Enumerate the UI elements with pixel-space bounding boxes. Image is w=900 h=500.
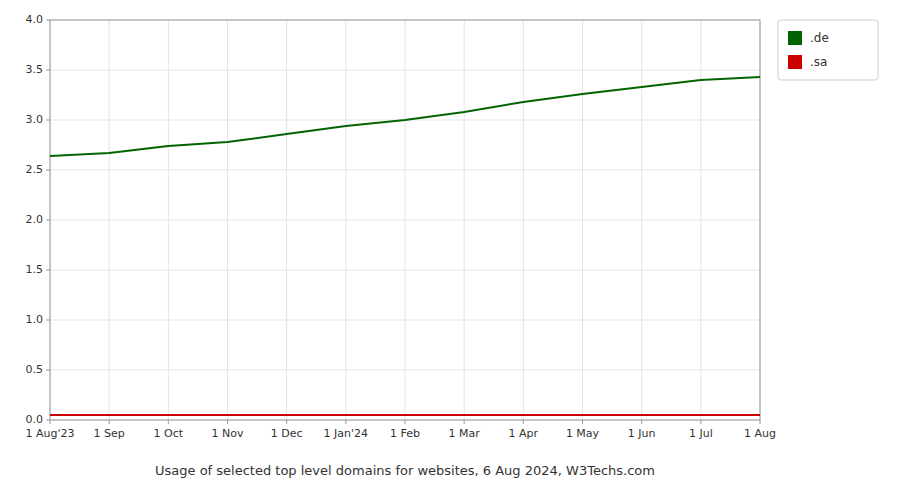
x-grid-line xyxy=(109,20,110,420)
x-tick-label: 1 Dec xyxy=(271,427,303,440)
legend-label: .de xyxy=(810,31,829,45)
x-tick xyxy=(286,420,287,424)
y-tick xyxy=(46,270,50,271)
y-tick xyxy=(46,120,50,121)
legend-label: .sa xyxy=(810,55,827,69)
chart-container: 0.0 0.5 1.0 1.5 2.0 2.5 3.0 3.5 4.0 1 Aug'23 1 Sep… xyxy=(0,0,900,500)
x-tick xyxy=(345,420,346,424)
x-tick xyxy=(641,420,642,424)
y-tick-label: 2.0 xyxy=(26,213,44,226)
y-tick-label: 3.0 xyxy=(26,113,44,126)
legend-swatch xyxy=(788,31,802,45)
x-tick-label: 1 Nov xyxy=(212,427,244,440)
chart-title: Usage of selected top level domains for … xyxy=(155,463,655,478)
x-tick xyxy=(582,420,583,424)
grid xyxy=(50,20,760,420)
x-tick xyxy=(168,420,169,424)
legend: .de .sa xyxy=(778,20,878,80)
y-tick-label: 2.5 xyxy=(26,163,44,176)
y-tick-label: 0.5 xyxy=(26,363,44,376)
x-tick-label: 1 Feb xyxy=(390,427,420,440)
y-tick-label: 0.0 xyxy=(26,413,44,426)
series-line xyxy=(50,414,760,416)
y-tick xyxy=(46,370,50,371)
x-tick-label: 1 Oct xyxy=(154,427,184,440)
x-grid-line xyxy=(641,20,642,420)
legend-box xyxy=(778,20,878,80)
x-axis: 1 Aug'23 1 Sep 1 Oct 1 Nov 1 Dec 1 Jan'24 1 Fe… xyxy=(26,420,776,440)
x-tick xyxy=(464,420,465,424)
y-tick-label: 1.0 xyxy=(26,313,44,326)
y-tick xyxy=(46,320,50,321)
x-tick-label: 1 Mar xyxy=(449,427,481,440)
y-tick xyxy=(46,220,50,221)
x-tick-label: 1 Jul xyxy=(689,427,713,440)
x-tick-label: 1 May xyxy=(566,427,600,440)
legend-swatch xyxy=(788,55,802,69)
x-tick-label: 1 Jan'24 xyxy=(324,427,368,440)
x-tick xyxy=(523,420,524,424)
x-grid-line xyxy=(168,20,169,420)
plot-frame xyxy=(50,20,760,420)
y-tick xyxy=(46,70,50,71)
y-tick xyxy=(46,420,50,421)
x-tick xyxy=(50,420,51,424)
y-axis: 0.0 0.5 1.0 1.5 2.0 2.5 3.0 3.5 4.0 xyxy=(26,13,51,426)
x-tick xyxy=(227,420,228,424)
x-tick-label: 1 Jun xyxy=(628,427,656,440)
x-tick-label: 1 Sep xyxy=(94,427,125,440)
x-tick-label: 1 Apr xyxy=(509,427,539,440)
chart-svg: 0.0 0.5 1.0 1.5 2.0 2.5 3.0 3.5 4.0 1 Aug'23 1 Sep… xyxy=(0,0,900,500)
x-tick xyxy=(405,420,406,424)
y-tick-label: 3.5 xyxy=(26,63,44,76)
x-tick-label: 1 Aug'23 xyxy=(26,427,75,440)
x-tick xyxy=(109,420,110,424)
x-tick xyxy=(700,420,701,424)
y-tick xyxy=(46,170,50,171)
x-grid-line xyxy=(286,20,287,420)
x-grid-line xyxy=(582,20,583,420)
series-lines xyxy=(50,77,760,415)
y-tick-label: 4.0 xyxy=(26,13,44,26)
y-tick-label: 1.5 xyxy=(26,263,44,276)
x-grid-line xyxy=(405,20,406,420)
x-tick xyxy=(760,420,761,424)
x-grid-line xyxy=(464,20,465,420)
x-grid-line xyxy=(227,20,228,420)
x-grid-line xyxy=(345,20,346,420)
x-grid-line xyxy=(523,20,524,420)
x-tick-label: 1 Aug xyxy=(744,427,776,440)
series-line xyxy=(50,77,760,156)
y-tick xyxy=(46,20,50,21)
